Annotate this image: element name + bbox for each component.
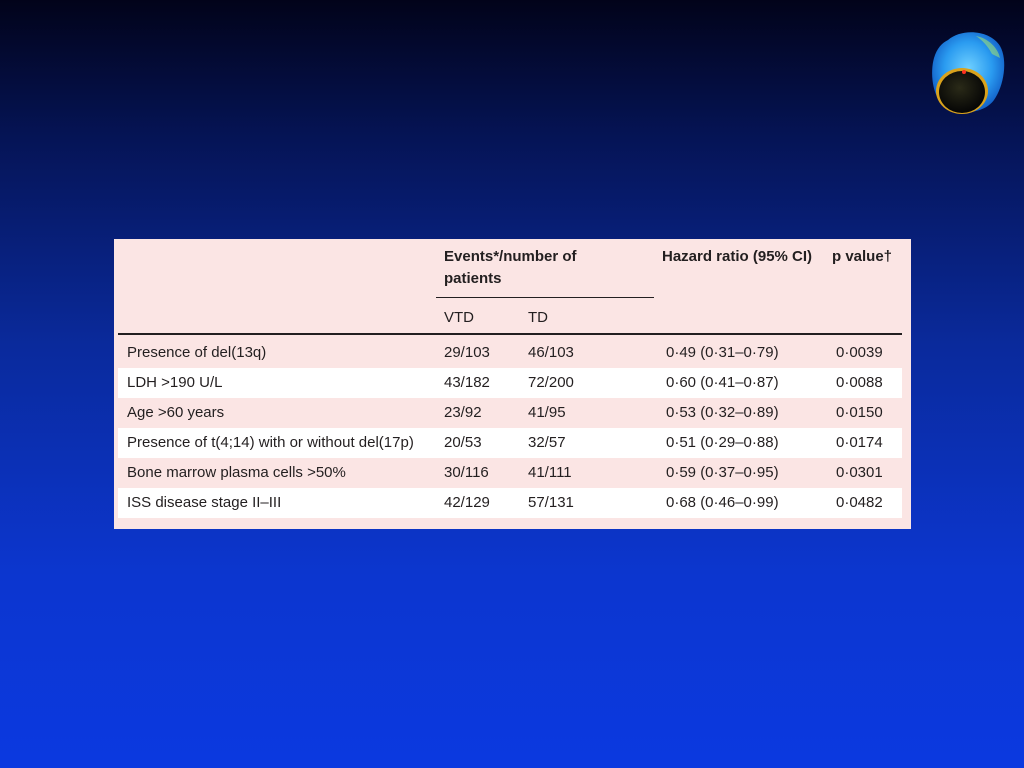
row-hazard-ratio: 0·53 (0·32–0·89): [666, 404, 779, 421]
row-vtd: 29/103: [444, 344, 490, 361]
header-td: TD: [528, 309, 548, 326]
row-p-value: 0·0039: [836, 344, 883, 361]
row-hazard-ratio: 0·59 (0·37–0·95): [666, 464, 779, 481]
cell-micrograph-icon: [932, 32, 1005, 114]
row-vtd: 42/129: [444, 494, 490, 511]
row-p-value: 0·0088: [836, 374, 883, 391]
table-row: Presence of t(4;14) with or without del(…: [118, 428, 902, 458]
header-divider-short: [436, 297, 654, 298]
header-divider: [118, 333, 902, 335]
row-hazard-ratio: 0·49 (0·31–0·79): [666, 344, 779, 361]
row-hazard-ratio: 0·68 (0·46–0·99): [666, 494, 779, 511]
header-events: Events*/number of patients: [444, 248, 577, 287]
table-row: ISS disease stage II–III 42/129 57/131 0…: [118, 488, 902, 518]
row-td: 32/57: [528, 434, 566, 451]
row-label: Presence of del(13q): [127, 344, 267, 361]
header-vtd: VTD: [444, 309, 474, 326]
row-vtd: 43/182: [444, 374, 490, 391]
table-row: Age >60 years 23/92 41/95 0·53 (0·32–0·8…: [118, 398, 902, 428]
row-td: 57/131: [528, 494, 574, 511]
row-p-value: 0·0150: [836, 404, 883, 421]
row-td: 41/111: [528, 464, 572, 481]
row-vtd: 30/116: [444, 464, 489, 481]
header-hazard-ratio: Hazard ratio (95% CI): [662, 248, 813, 265]
row-label: Age >60 years: [127, 404, 225, 421]
row-vtd: 23/92: [444, 404, 482, 421]
row-td: 72/200: [528, 374, 574, 391]
row-hazard-ratio: 0·60 (0·41–0·87): [666, 374, 779, 391]
row-p-value: 0·0301: [836, 464, 883, 481]
row-p-value: 0·0482: [836, 494, 883, 511]
row-label: Presence of t(4;14) with or without del(…: [127, 434, 414, 451]
row-p-value: 0·0174: [836, 434, 883, 451]
table-row: Bone marrow plasma cells >50% 30/116 41/…: [118, 458, 902, 488]
row-label: LDH >190 U/L: [127, 374, 223, 391]
row-td: 46/103: [528, 344, 574, 361]
table-row: LDH >190 U/L 43/182 72/200 0·60 (0·41–0·…: [118, 368, 902, 398]
row-hazard-ratio: 0·51 (0·29–0·88): [666, 434, 779, 451]
row-vtd: 20/53: [444, 434, 482, 451]
row-td: 41/95: [528, 404, 566, 421]
row-label: ISS disease stage II–III: [127, 494, 282, 511]
table-row: Presence of del(13q) 29/103 46/103 0·49 …: [118, 338, 902, 368]
header-p-value: p value†: [832, 248, 893, 265]
row-label: Bone marrow plasma cells >50%: [127, 464, 346, 481]
